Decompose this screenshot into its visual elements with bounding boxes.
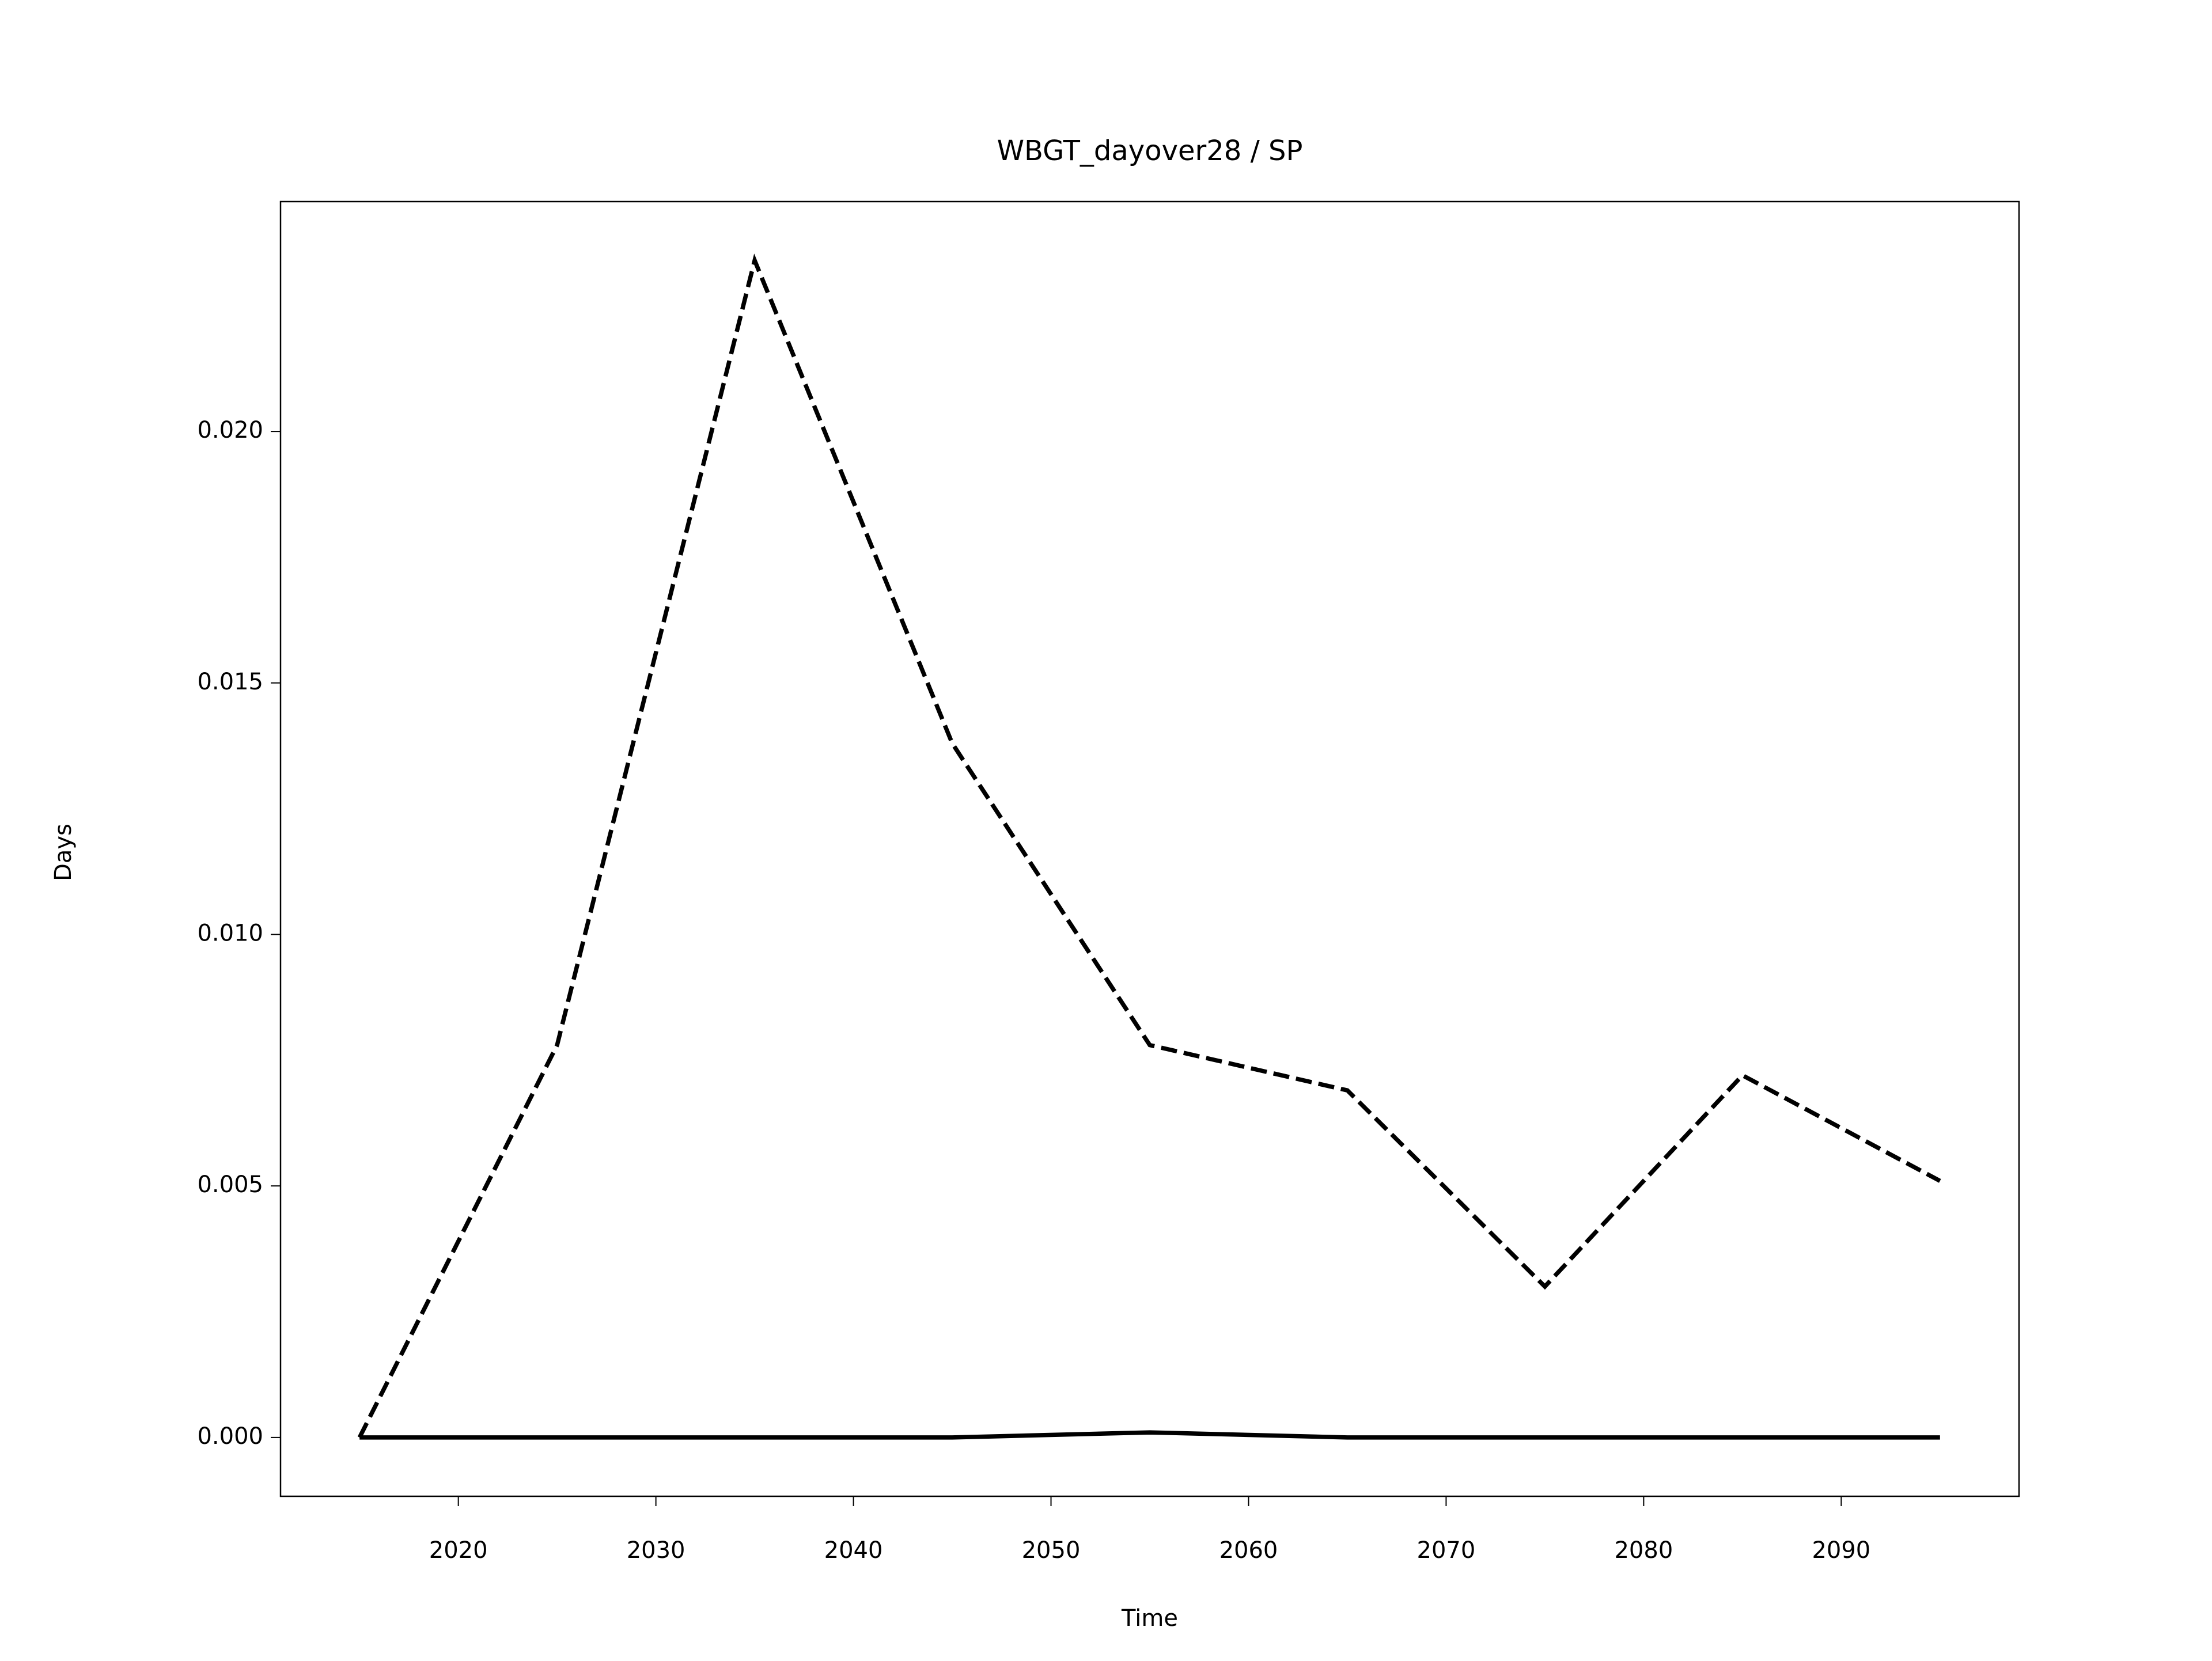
y-tick-label: 0.020 (197, 417, 263, 443)
x-tick-label: 2020 (429, 1537, 488, 1564)
x-tick-label: 2060 (1219, 1537, 1278, 1564)
series-line (357, 253, 1941, 1439)
x-tick-label: 2090 (1812, 1537, 1870, 1564)
y-tick-label: 0.010 (197, 920, 263, 946)
series-line (359, 1430, 1940, 1440)
plot-frame (279, 200, 2020, 1497)
x-axis-label: Time (1121, 1605, 1178, 1632)
y-tick-label: 0.000 (197, 1423, 263, 1450)
x-tick-label: 2050 (1022, 1537, 1081, 1564)
chart-title: WBGT_dayover28 / SP (997, 135, 1303, 167)
x-tick-label: 2030 (627, 1537, 685, 1564)
x-tick-label: 2080 (1614, 1537, 1673, 1564)
x-tick-label: 2070 (1417, 1537, 1476, 1564)
y-axis-label: Days (50, 824, 77, 881)
x-tick-label: 2040 (824, 1537, 883, 1564)
y-tick-label: 0.015 (197, 669, 263, 695)
y-tick-label: 0.005 (197, 1171, 263, 1198)
